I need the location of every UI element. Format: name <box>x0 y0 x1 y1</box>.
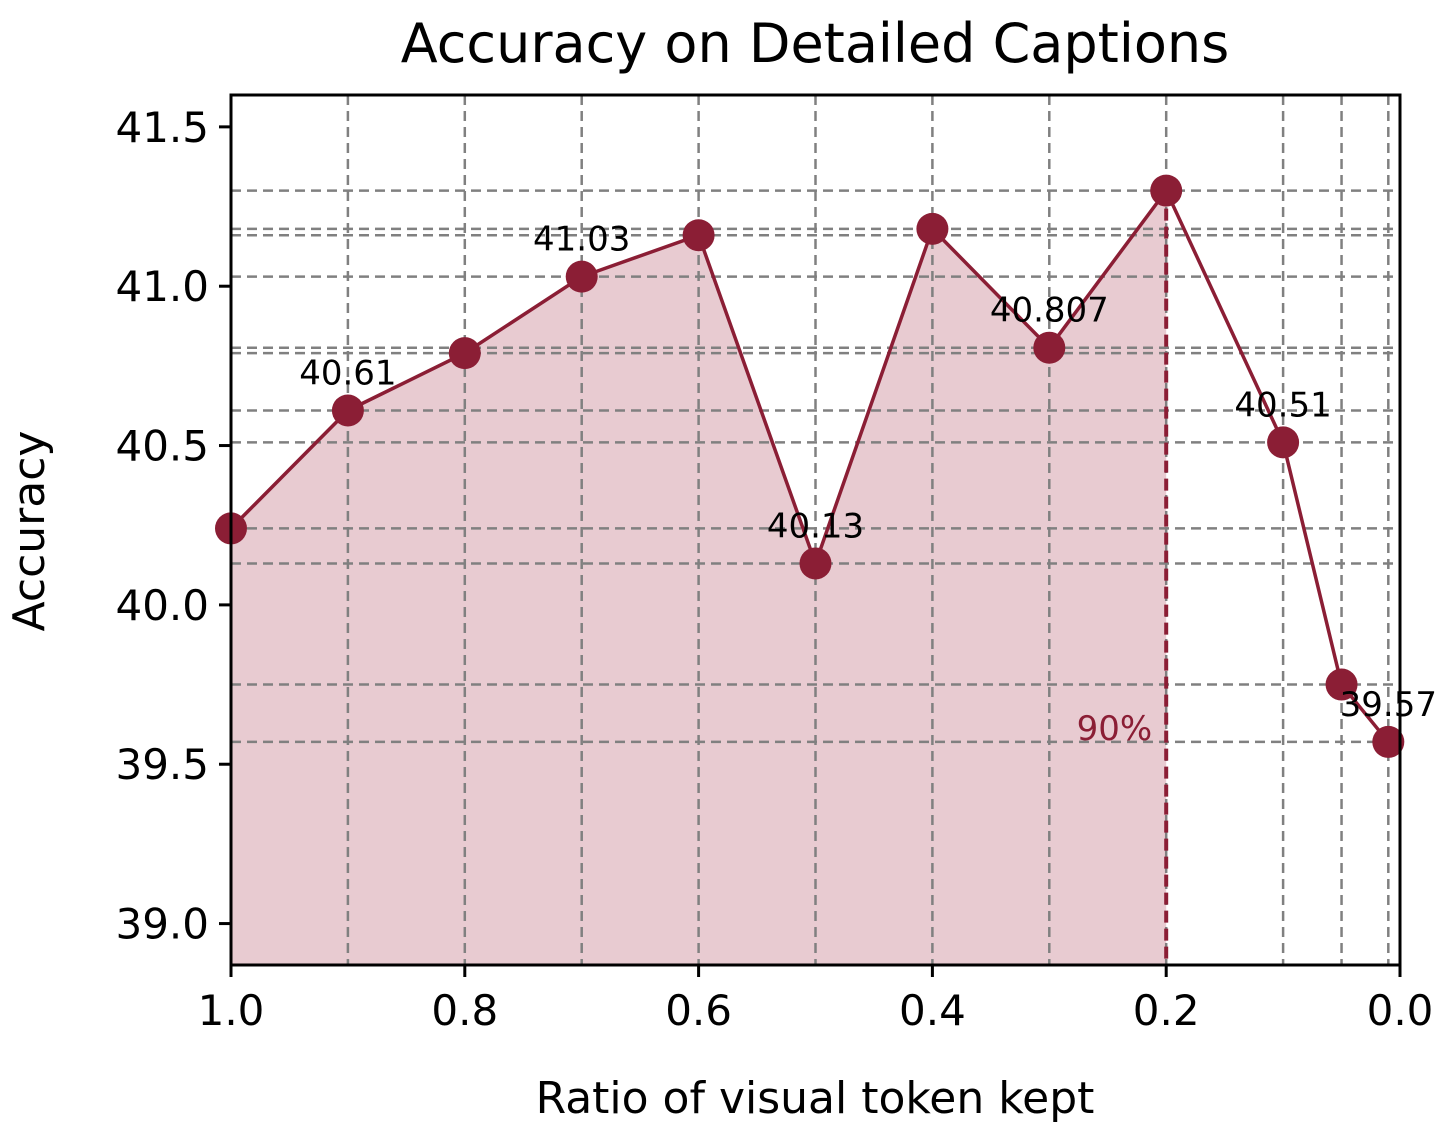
series-line <box>229 187 1390 744</box>
plot-frame <box>229 93 1402 967</box>
data-label: 40.61 <box>299 353 396 393</box>
x-tick-label: 0.4 <box>899 986 966 1035</box>
data-point <box>1267 426 1300 459</box>
y-tick-label: 41.0 <box>115 262 209 311</box>
x-axis-label: Ratio of visual token kept <box>536 1073 1095 1124</box>
y-tick-label: 39.5 <box>115 740 209 789</box>
y-tick-label: 40.5 <box>115 422 209 471</box>
data-point <box>1372 725 1405 758</box>
data-label: 40.13 <box>767 506 864 546</box>
data-point <box>1150 174 1183 207</box>
threshold-annotation: 90% <box>1077 709 1153 749</box>
data-label: 41.03 <box>533 220 630 260</box>
data-point <box>799 547 832 580</box>
data-point <box>448 337 481 370</box>
x-tick-label: 0.0 <box>1367 986 1434 1035</box>
y-axis-label: Accuracy <box>4 431 55 632</box>
y-tick-label: 41.5 <box>115 103 209 152</box>
x-tick-label: 0.2 <box>1133 986 1200 1035</box>
data-point <box>682 219 715 252</box>
data-point <box>565 260 598 293</box>
y-tick-label: 40.0 <box>115 581 209 630</box>
data-point <box>1325 668 1358 701</box>
y-tick-label: 39.0 <box>115 900 209 949</box>
data-point <box>1033 331 1066 364</box>
x-tick-label: 0.6 <box>665 986 732 1035</box>
x-tick-label: 1.0 <box>198 986 265 1035</box>
data-label: 39.57 <box>1340 685 1437 725</box>
data-label: 40.51 <box>1234 385 1331 425</box>
chart-title: Accuracy on Detailed Captions <box>401 12 1230 75</box>
data-point <box>331 394 364 427</box>
x-tick-label: 0.8 <box>431 986 498 1035</box>
data-label: 40.807 <box>990 291 1109 331</box>
data-point <box>916 212 949 245</box>
